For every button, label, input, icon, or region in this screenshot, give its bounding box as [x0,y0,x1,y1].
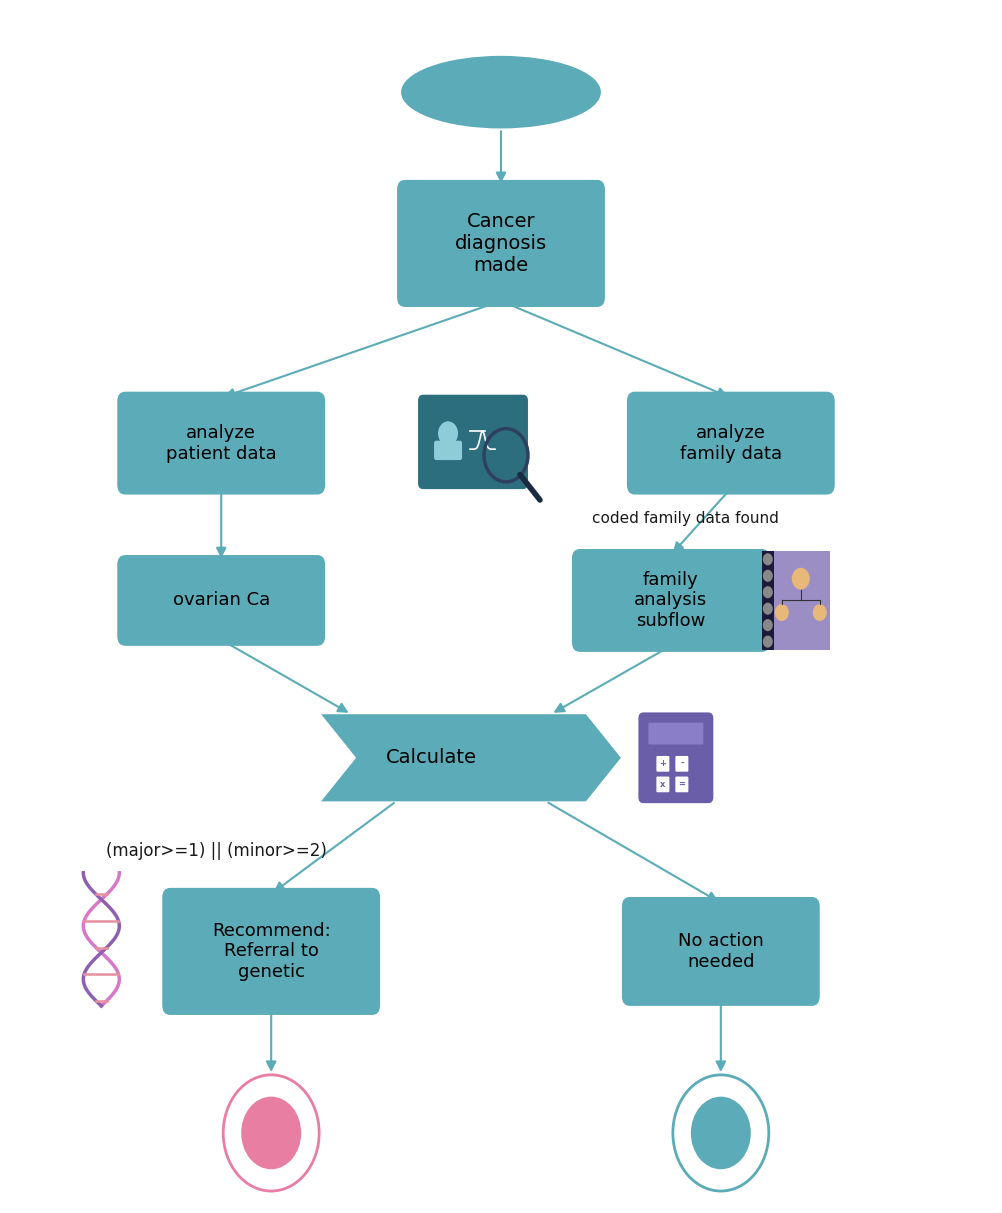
Circle shape [763,619,773,631]
FancyBboxPatch shape [656,776,669,792]
Text: -: - [680,759,683,768]
Circle shape [775,604,789,621]
Circle shape [792,568,810,590]
Circle shape [690,1097,750,1169]
FancyBboxPatch shape [572,549,770,651]
Text: Recommend:
Referral to
genetic: Recommend: Referral to genetic [211,922,331,981]
FancyBboxPatch shape [117,392,325,495]
Ellipse shape [401,56,601,129]
FancyBboxPatch shape [675,756,688,771]
Circle shape [763,603,773,615]
FancyBboxPatch shape [397,180,605,307]
Circle shape [438,421,458,445]
Circle shape [763,636,773,648]
Text: coded family data found: coded family data found [592,511,780,525]
FancyBboxPatch shape [770,551,830,650]
Text: (major>=1) || (minor>=2): (major>=1) || (minor>=2) [106,842,327,860]
Text: x: x [660,780,665,788]
Text: analyze
patient data: analyze patient data [166,423,277,462]
FancyBboxPatch shape [418,394,528,489]
FancyBboxPatch shape [638,712,713,803]
Circle shape [763,570,773,582]
Polygon shape [321,714,621,802]
Circle shape [241,1097,302,1169]
FancyBboxPatch shape [648,723,703,745]
FancyBboxPatch shape [762,551,774,650]
Text: ovarian Ca: ovarian Ca [172,592,270,609]
Text: Calculate: Calculate [386,748,477,768]
Circle shape [763,553,773,565]
FancyBboxPatch shape [117,556,325,645]
Text: No action
needed: No action needed [678,932,764,970]
FancyBboxPatch shape [627,392,835,495]
Text: +: + [659,759,666,768]
FancyBboxPatch shape [434,440,462,460]
Text: =: = [678,780,685,788]
Text: family
analysis
subflow: family analysis subflow [634,570,707,631]
FancyBboxPatch shape [162,888,380,1015]
Text: Cancer
diagnosis
made: Cancer diagnosis made [455,212,547,275]
FancyBboxPatch shape [675,776,688,792]
Circle shape [813,604,827,621]
Circle shape [763,586,773,598]
FancyBboxPatch shape [622,896,820,1006]
Text: analyze
family data: analyze family data [679,423,782,462]
FancyBboxPatch shape [656,756,669,771]
